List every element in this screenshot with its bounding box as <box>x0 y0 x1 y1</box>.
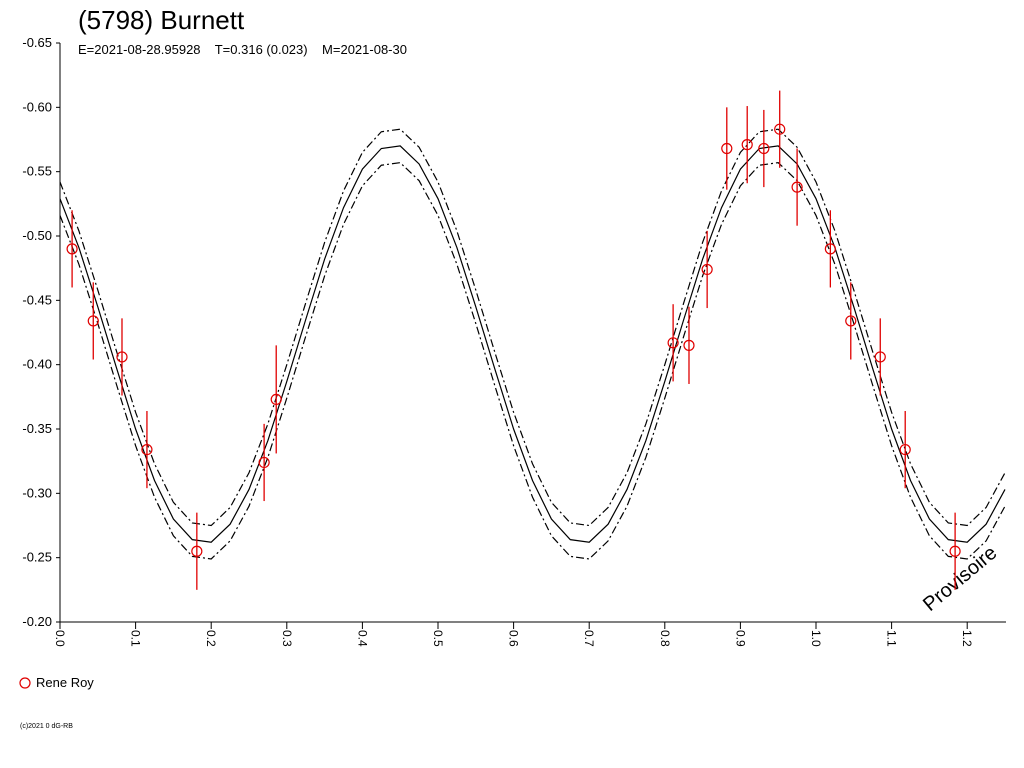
data-point <box>116 351 128 363</box>
y-tick-label: -0.45 <box>22 292 52 307</box>
footer: (c)2021 0 dG-RB <box>20 723 73 730</box>
data-point <box>824 243 836 255</box>
data-point <box>774 123 786 135</box>
data-point <box>667 337 679 349</box>
x-tick-label: 0.5 <box>431 630 445 647</box>
data-point <box>141 443 153 456</box>
data-point <box>791 181 803 193</box>
x-tick-label: 1.2 <box>960 630 974 647</box>
data-point <box>741 139 753 151</box>
x-tick-label: 0.8 <box>658 630 672 647</box>
x-tick-label: 0.0 <box>53 630 67 647</box>
y-tick-label: -0.25 <box>22 550 52 565</box>
x-tick-label: 1.1 <box>885 630 899 647</box>
data-point <box>899 443 911 456</box>
x-tick-label: 1.0 <box>809 630 823 647</box>
y-tick-label: -0.40 <box>22 357 52 372</box>
data-point <box>258 456 270 469</box>
data-point <box>721 142 733 155</box>
x-tick-label: 0.7 <box>582 630 596 647</box>
legend-label: Rene Roy <box>36 675 94 690</box>
x-tick-label: 0.1 <box>129 630 143 647</box>
y-tick-label: -0.55 <box>22 164 52 179</box>
x-tick-label: 0.6 <box>507 630 521 647</box>
x-tick-label: 0.2 <box>204 630 218 647</box>
data-point <box>270 393 282 406</box>
y-tick-label: -0.35 <box>22 421 52 436</box>
model-curve <box>60 145 1006 543</box>
chart-title: (5798) Burnett <box>78 5 245 35</box>
model-curve <box>60 128 1006 527</box>
y-tick-label: -0.65 <box>22 35 52 50</box>
data-point <box>845 315 857 327</box>
y-tick-label: -0.50 <box>22 228 52 243</box>
model-curve <box>60 162 1006 560</box>
legend-marker <box>19 677 31 689</box>
x-tick-label: 0.4 <box>355 630 369 647</box>
data-point <box>191 545 203 557</box>
y-tick-label: -0.30 <box>22 485 52 500</box>
data-point <box>758 142 770 155</box>
data-point <box>949 545 961 557</box>
data-point <box>87 315 99 327</box>
x-tick-label: 0.3 <box>280 630 294 647</box>
y-tick-label: -0.20 <box>22 614 52 629</box>
y-tick-label: -0.60 <box>22 99 52 114</box>
chart-subtitle: E=2021-08-28.95928 T=0.316 (0.023) M=202… <box>78 42 407 57</box>
data-point <box>874 351 886 363</box>
x-tick-label: 0.9 <box>733 630 747 647</box>
data-point <box>701 263 713 276</box>
data-point <box>66 243 78 255</box>
model-curves <box>60 128 1006 560</box>
data-point <box>683 339 695 351</box>
